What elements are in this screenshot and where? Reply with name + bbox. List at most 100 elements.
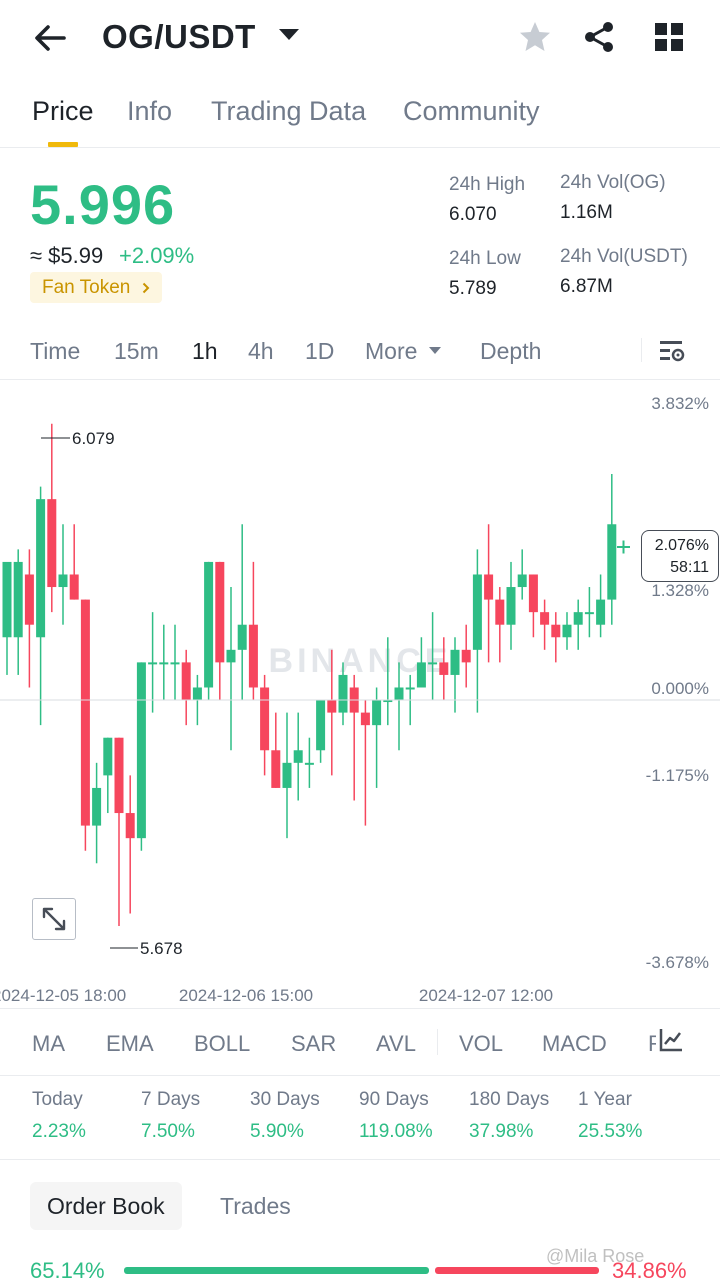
indicator-divider [437, 1029, 438, 1055]
bid-percentage: 65.14% [30, 1258, 105, 1281]
candle-body [80, 599, 90, 826]
candle-body [551, 624, 561, 638]
candle-body [36, 499, 46, 638]
interval-1h[interactable]: 1h [192, 338, 218, 364]
candlestick-chart[interactable]: BINANCE 6.079 5.678 3.832% 1.328% 0.000%… [0, 380, 720, 1008]
indicator-ma[interactable]: MA [32, 1031, 65, 1056]
performance-row: Today 2.23% 7 Days 7.50% 30 Days 5.90% 9… [0, 1077, 720, 1160]
candle-body [495, 599, 505, 625]
indicator-sar[interactable]: SAR [291, 1031, 337, 1056]
candle-body [607, 524, 617, 600]
candle-body [58, 574, 68, 588]
candle-body [47, 499, 57, 588]
candle-body [584, 612, 594, 615]
active-tab-indicator [48, 142, 78, 147]
interval-depth[interactable]: Depth [480, 338, 542, 364]
interval-4h[interactable]: 4h [248, 338, 274, 364]
candle-body [237, 624, 247, 650]
candle-body [92, 787, 102, 826]
top-bar: OG/USDT [0, 0, 720, 76]
vol-og-label: 24h Vol(OG) [560, 172, 666, 193]
grid-icon[interactable] [654, 22, 684, 52]
tab-order-book[interactable]: Order Book [30, 1182, 182, 1230]
indicator-macd[interactable]: MACD [542, 1031, 607, 1056]
high-marker-label: 6.079 [72, 429, 115, 448]
candle-body [181, 662, 191, 701]
candle-body [136, 662, 146, 839]
interval-more[interactable]: More [365, 338, 442, 365]
star-icon[interactable] [518, 20, 552, 54]
indicator-vol[interactable]: VOL [459, 1031, 504, 1056]
y-tick: 1.328% [651, 581, 709, 600]
candle-body [472, 574, 482, 650]
interval-1d[interactable]: 1D [305, 338, 335, 364]
indicator-partial[interactable]: R [648, 1031, 656, 1056]
tab-community[interactable]: Community [403, 96, 540, 126]
price-change: +2.09% [119, 243, 195, 268]
candles-group [2, 423, 617, 927]
candle-body [484, 574, 494, 600]
interval-time[interactable]: Time [30, 338, 81, 364]
tab-price[interactable]: Price [32, 96, 94, 126]
fullscreen-button[interactable] [32, 898, 76, 940]
chart-canvas[interactable]: BINANCE 6.079 5.678 3.832% 1.328% 0.000%… [0, 380, 720, 1008]
interval-bar: Time 15m 1h 4h 1D More Depth [0, 330, 720, 380]
candle-body [383, 700, 393, 703]
candle-body [450, 649, 460, 675]
ask-ratio-bar [435, 1267, 599, 1274]
tab-trades[interactable]: Trades [220, 1192, 291, 1219]
candle-body [148, 662, 158, 665]
candle-body [13, 561, 23, 638]
vol-usdt-label: 24h Vol(USDT) [560, 246, 688, 267]
perf-value: 2.23% [32, 1121, 86, 1142]
chart-settings-icon[interactable] [658, 338, 686, 364]
high-value: 6.070 [449, 204, 497, 225]
indicator-ema[interactable]: EMA [106, 1031, 154, 1056]
candle-body [159, 662, 169, 665]
usd-price: ≈ $5.99 [30, 243, 104, 268]
current-pct: 2.076% [654, 537, 709, 554]
candle-body [260, 687, 270, 751]
candle-body [271, 750, 281, 788]
candle-body [394, 687, 404, 701]
candle-body [461, 649, 471, 663]
indicator-settings-icon[interactable] [658, 1027, 684, 1053]
candle-body [506, 587, 516, 625]
candle-body [248, 624, 258, 688]
candle-body [304, 762, 314, 765]
fan-token-tag[interactable]: Fan Token [30, 272, 163, 303]
perf-label: 90 Days [359, 1089, 429, 1110]
perf-label: 1 Year [578, 1089, 632, 1110]
indicator-avl[interactable]: AVL [376, 1031, 416, 1056]
fan-token-label: Fan Token [42, 276, 131, 298]
high-label: 24h High [449, 174, 526, 195]
candle-body [528, 574, 538, 613]
interval-15m[interactable]: 15m [114, 338, 159, 364]
share-icon[interactable] [582, 20, 616, 54]
main-tabs: Price Info Trading Data Community [0, 92, 720, 148]
candle-body [338, 674, 348, 713]
tab-info[interactable]: Info [127, 96, 173, 126]
expand-icon [42, 907, 66, 931]
caret-down-icon[interactable] [278, 28, 300, 42]
x-tick: 2024-12-06 15:00 [179, 986, 313, 1005]
low-label: 24h Low [449, 248, 521, 269]
x-tick: 2024-12-05 18:00 [0, 986, 126, 1005]
low-marker-label: 5.678 [140, 939, 183, 958]
back-arrow-icon[interactable] [30, 20, 70, 56]
pair-title[interactable]: OG/USDT [102, 18, 256, 55]
indicator-boll[interactable]: BOLL [194, 1031, 251, 1056]
countdown: 58:11 [670, 559, 709, 576]
candle-body [170, 662, 180, 665]
candle-body [416, 662, 426, 688]
candle-body [204, 561, 214, 688]
perf-value: 7.50% [141, 1121, 195, 1142]
low-value: 5.789 [449, 278, 497, 299]
tab-trading-data[interactable]: Trading Data [211, 96, 367, 126]
perf-value: 119.08% [359, 1121, 433, 1142]
candle-body [540, 612, 550, 625]
candle-body [125, 813, 135, 839]
vol-og-value: 1.16M [560, 202, 613, 223]
vol-usdt-value: 6.87M [560, 276, 613, 297]
y-tick: -3.678% [646, 953, 709, 972]
